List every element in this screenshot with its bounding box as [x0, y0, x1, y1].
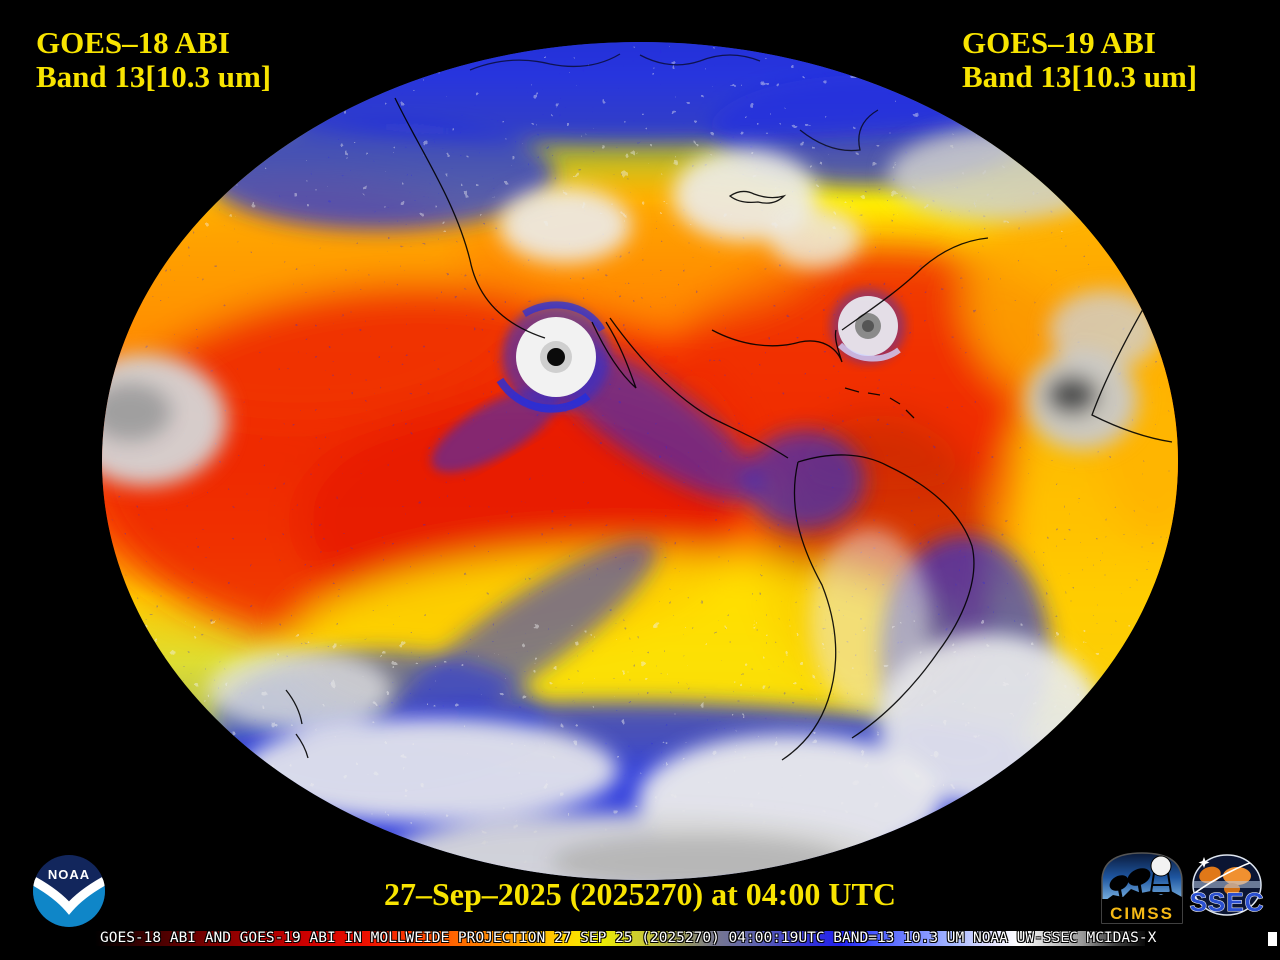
title-goes19: GOES–19 ABI Band 13[10.3 um]	[962, 26, 1197, 94]
cimss-logo-label: CIMSS	[1110, 904, 1174, 923]
cimss-logo: CIMSS	[1101, 852, 1183, 924]
status-cursor-marker	[1268, 932, 1277, 946]
cyclone-east-pacific	[431, 301, 610, 473]
title-goes19-line2: Band 13[10.3 um]	[962, 59, 1198, 94]
cyclone-atlantic	[830, 288, 906, 364]
status-bar-text: GOES-18 ABI AND GOES-19 ABI IN MOLLWEIDE…	[100, 930, 1157, 946]
ssec-equator-band	[1193, 881, 1261, 888]
globe-imagery	[102, 42, 1178, 880]
status-colorbar: GOES-18 ABI AND GOES-19 ABI IN MOLLWEIDE…	[95, 931, 1156, 946]
ssec-star-icon	[1198, 857, 1210, 868]
title-goes18: GOES–18 ABI Band 13[10.3 um]	[36, 26, 271, 94]
date-time-caption: 27–Sep–2025 (2025270) at 04:00 UTC	[384, 876, 896, 912]
title-goes18-line2: Band 13[10.3 um]	[36, 59, 272, 94]
noaa-logo-label: NOAA	[48, 867, 90, 882]
noaa-logo: NOAA	[33, 855, 105, 927]
title-goes18-line1: GOES–18 ABI	[36, 25, 230, 60]
cimss-dish-icon	[1127, 868, 1151, 886]
ssec-logo-label: SSEC	[1190, 887, 1265, 917]
coastlines	[285, 53, 1178, 761]
cimss-watertower-icon	[1150, 855, 1172, 877]
ssec-logo: SSEC	[1189, 854, 1265, 918]
cimss-dish-icon	[1109, 875, 1129, 891]
title-goes19-line1: GOES–19 ABI	[962, 25, 1156, 60]
noaa-seagull-icon	[33, 877, 105, 915]
